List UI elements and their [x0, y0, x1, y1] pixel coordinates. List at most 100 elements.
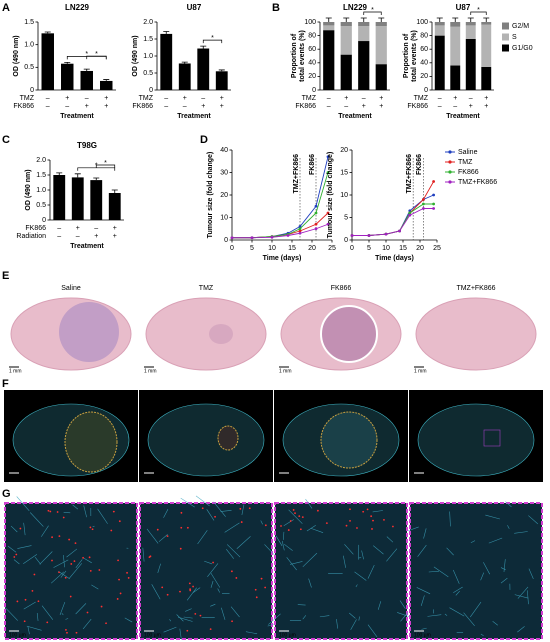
scale-bar-label: 1 mm: [414, 368, 427, 374]
cell-dot: [31, 589, 34, 592]
point: [314, 227, 318, 231]
error-bar: [56, 172, 63, 175]
panel-letter: F: [2, 378, 9, 390]
condition-value: –: [183, 103, 187, 110]
y-tick-label: 10: [340, 192, 348, 199]
image-label: TMZ+FK866: [456, 285, 495, 292]
point: [432, 180, 435, 183]
cell-dot: [179, 547, 182, 550]
condition-value: +: [344, 95, 348, 102]
x-tick-label: 25: [433, 245, 441, 252]
cell-dot: [212, 561, 215, 564]
legend-label: G2/M: [512, 23, 529, 30]
condition-value: +: [94, 233, 98, 240]
cell-dot: [372, 519, 374, 522]
y-tick-label: 0: [312, 87, 316, 94]
cell-dot: [116, 598, 119, 600]
y-tick-label: 80: [420, 32, 428, 39]
image-label: TMZ: [199, 285, 214, 292]
scale-bar-label: 100 µm: [279, 632, 296, 638]
chart-title: U87: [187, 3, 202, 12]
scale-bar-label: 100 µm: [144, 632, 161, 638]
point: [298, 225, 302, 228]
cell-dot: [118, 520, 121, 523]
bar-segment: [358, 22, 370, 27]
legend-label: S: [512, 34, 517, 41]
cell-dot: [75, 631, 78, 634]
condition-value: –: [57, 233, 61, 240]
bar-segment: [450, 65, 461, 90]
significance-label: *: [95, 51, 98, 58]
condition-name: TMZ: [139, 95, 154, 102]
cell-dot: [51, 559, 53, 562]
cell-dot: [264, 524, 267, 527]
y-tick-label: 40: [220, 147, 228, 154]
cell-dot: [188, 582, 191, 585]
bar: [71, 177, 84, 220]
cell-dot: [51, 536, 53, 539]
x-tick-label: 20: [416, 245, 424, 252]
bar-segment: [465, 25, 476, 39]
point: [408, 209, 412, 213]
legend-label: FK866: [458, 169, 479, 176]
condition-value: +: [484, 95, 488, 102]
error-bar: [163, 31, 170, 34]
bar: [53, 175, 66, 220]
y-tick-label: 0: [224, 237, 228, 244]
condition-value: –: [46, 95, 50, 102]
scale-bar-label: 1 mm: [414, 474, 427, 480]
cell-dot: [19, 527, 22, 530]
error-bar: [436, 17, 443, 22]
vessel-texture: [268, 498, 410, 638]
error-bar: [64, 61, 71, 64]
bar-segment: [481, 22, 492, 25]
point: [408, 213, 412, 217]
image-label: TMZ+FK866: [456, 391, 495, 398]
significance-label: *: [371, 7, 374, 14]
condition-value: –: [164, 95, 168, 102]
condition-value: –: [438, 95, 442, 102]
y-tick-label: 0: [30, 87, 34, 94]
y-tick-label: 0: [424, 87, 428, 94]
cell-dot: [370, 515, 373, 518]
series-line: [232, 212, 329, 239]
y-tick-label: 0.5: [143, 70, 153, 77]
x-tick-label: 0: [230, 245, 234, 252]
panel-letter: G: [2, 488, 11, 500]
cell-dot: [82, 556, 85, 559]
bar-segment: [375, 22, 387, 27]
cell-dot: [148, 556, 151, 559]
tumour: [320, 411, 378, 469]
bar-segment: [375, 64, 387, 90]
legend-marker: [448, 150, 452, 154]
cell-dot: [69, 595, 72, 598]
cell-dot: [292, 509, 295, 511]
significance-label: *: [85, 51, 88, 58]
y-tick-label: 30: [220, 169, 228, 176]
scale-bar-label: 1 mm: [9, 368, 22, 374]
bar-segment: [375, 26, 387, 65]
bar: [100, 80, 113, 90]
condition-name: TMZ: [302, 95, 317, 102]
x-tick-label: 5: [367, 245, 371, 252]
cell-dot: [317, 509, 319, 512]
condition-name: FK866: [295, 103, 316, 110]
condition-value: –: [164, 103, 168, 110]
cell-dot: [117, 559, 119, 562]
cell-dot: [24, 598, 27, 601]
x-axis-label: Treatment: [338, 113, 372, 120]
cell-dot: [156, 528, 159, 531]
cell-dot: [23, 620, 26, 623]
panel-letter: A: [2, 2, 10, 14]
bar-segment: [340, 22, 352, 27]
event-label: TMZ+FK866: [406, 154, 413, 194]
bar-segment: [323, 25, 335, 31]
error-bar: [74, 173, 81, 178]
y-tick-label: 20: [340, 147, 348, 154]
point: [422, 202, 425, 206]
bar: [108, 193, 121, 220]
point: [326, 222, 330, 226]
y-tick-label: 1.5: [36, 172, 46, 179]
cell-dot: [180, 511, 183, 514]
cell-dot: [88, 556, 91, 559]
